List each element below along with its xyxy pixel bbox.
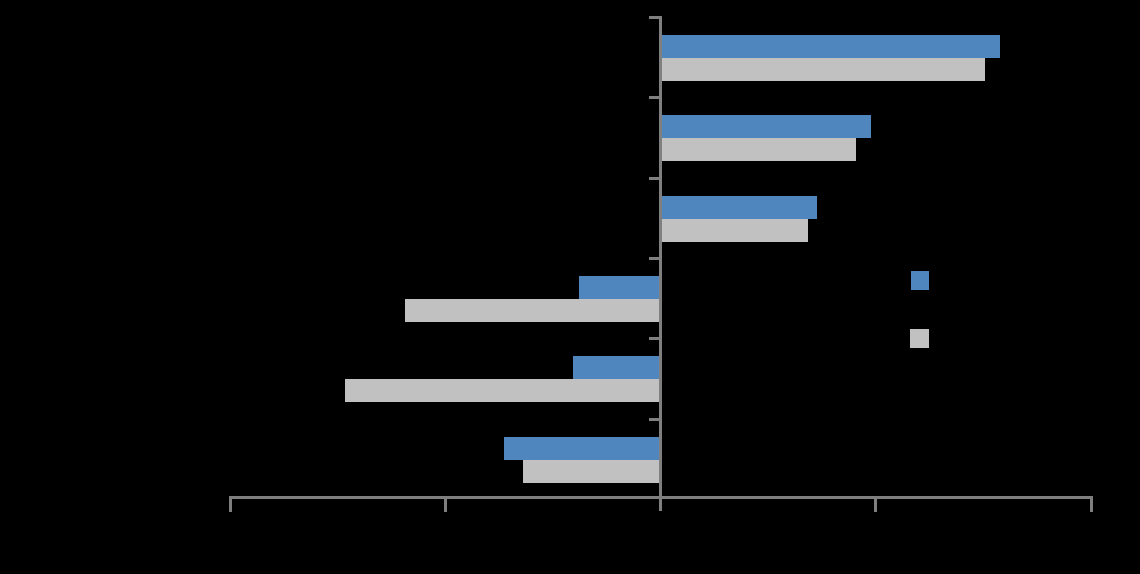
y-axis-tick: [649, 176, 662, 180]
bar-series-1-category-3: [662, 195, 817, 219]
y-axis-tick: [649, 256, 662, 260]
y-axis-tick: [649, 417, 662, 421]
bar-series-2-category-6: [523, 459, 659, 483]
y-axis-line: [659, 16, 662, 511]
bar-series-2-category-1: [662, 58, 985, 82]
bar-series-2-category-3: [662, 218, 809, 242]
bar-series-1-category-1: [662, 35, 1000, 59]
x-axis-tick: [874, 499, 878, 512]
x-axis-line: [228, 496, 1093, 499]
bar-series-2-category-5: [344, 379, 659, 403]
bar-series-2-category-4: [405, 299, 659, 323]
legend-swatch-series-2: [910, 329, 929, 348]
y-axis-tick: [649, 96, 662, 100]
legend-swatch-series-1: [911, 271, 929, 290]
y-axis-tick: [649, 337, 662, 341]
bar-series-2-category-2: [662, 138, 856, 162]
bar-series-1-category-6: [504, 436, 659, 460]
x-axis-tick: [1089, 499, 1093, 512]
y-axis-tick: [649, 16, 662, 19]
x-axis-tick: [443, 499, 447, 512]
bar-series-1-category-4: [579, 276, 659, 300]
bar-series-1-category-2: [662, 115, 871, 139]
bar-series-1-category-5: [572, 356, 659, 380]
x-axis-tick: [228, 499, 232, 512]
